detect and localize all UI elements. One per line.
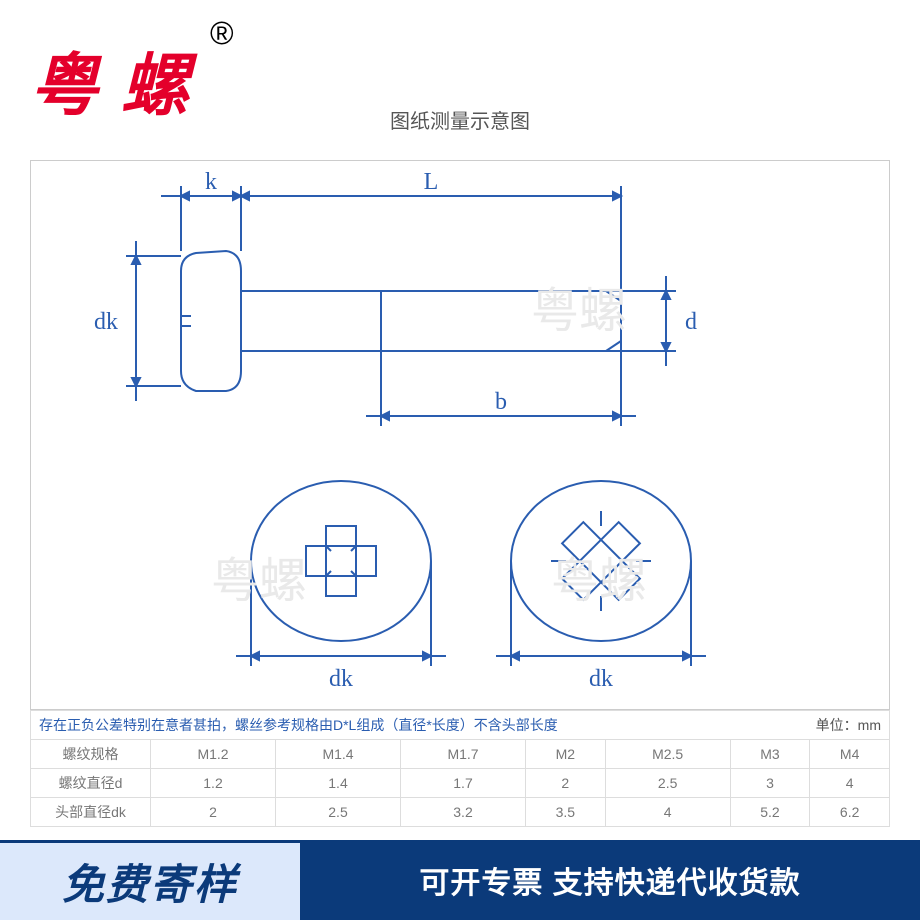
table-cell: 2.5 xyxy=(276,798,401,827)
table-cell: 4 xyxy=(605,798,730,827)
row-label: 螺纹规格 xyxy=(31,740,151,769)
note-text: 存在正负公差特别在意者甚拍，螺丝参考规格由D*L组成（直径*长度）不含头部长度 xyxy=(39,715,816,735)
banner-right: 可开专票 支持快递代收货款 xyxy=(300,840,920,920)
table-row: 螺纹规格M1.2M1.4M1.7M2M2.5M3M4 xyxy=(31,740,890,769)
technical-drawing: k L dk d b dk dk xyxy=(31,161,891,711)
unit-text: 单位：mm xyxy=(816,715,881,735)
page-title: 图纸测量示意图 xyxy=(0,105,920,134)
label-L: L xyxy=(424,169,439,195)
table-row: 螺纹直径d1.21.41.722.534 xyxy=(31,769,890,798)
label-dk-side: dk xyxy=(94,309,118,335)
table-cell: 1.7 xyxy=(401,769,526,798)
banner-left: 免费寄样 xyxy=(0,840,300,920)
table-cell: 1.4 xyxy=(276,769,401,798)
spec-table: 存在正负公差特别在意者甚拍，螺丝参考规格由D*L组成（直径*长度）不含头部长度 … xyxy=(30,710,890,827)
table-cell: 2.5 xyxy=(605,769,730,798)
label-k: k xyxy=(205,169,217,195)
registered-mark: ® xyxy=(210,15,234,52)
row-label: 头部直径dk xyxy=(31,798,151,827)
table-cell: 6.2 xyxy=(810,798,890,827)
bottom-banner: 免费寄样 可开专票 支持快递代收货款 xyxy=(0,840,920,920)
diagram-frame: 粤螺 粤螺 粤螺 xyxy=(30,160,890,710)
label-dk-2: dk xyxy=(589,666,613,692)
table-cell: 1.2 xyxy=(151,769,276,798)
table-cell: M1.4 xyxy=(276,740,401,769)
table-cell: 2 xyxy=(526,769,606,798)
table-cell: M2.5 xyxy=(605,740,730,769)
label-dk-1: dk xyxy=(329,666,353,692)
table-cell: M3 xyxy=(730,740,810,769)
table-cell: M1.2 xyxy=(151,740,276,769)
label-b: b xyxy=(495,389,507,415)
label-d: d xyxy=(685,309,697,335)
row-label: 螺纹直径d xyxy=(31,769,151,798)
table-cell: 3.2 xyxy=(401,798,526,827)
table-cell: 4 xyxy=(810,769,890,798)
note-row: 存在正负公差特别在意者甚拍，螺丝参考规格由D*L组成（直径*长度）不含头部长度 … xyxy=(30,710,890,739)
table-cell: M2 xyxy=(526,740,606,769)
table-cell: 3.5 xyxy=(526,798,606,827)
table-cell: 5.2 xyxy=(730,798,810,827)
table-cell: M4 xyxy=(810,740,890,769)
table-cell: M1.7 xyxy=(401,740,526,769)
table-cell: 3 xyxy=(730,769,810,798)
table-row: 头部直径dk22.53.23.545.26.2 xyxy=(31,798,890,827)
table-cell: 2 xyxy=(151,798,276,827)
